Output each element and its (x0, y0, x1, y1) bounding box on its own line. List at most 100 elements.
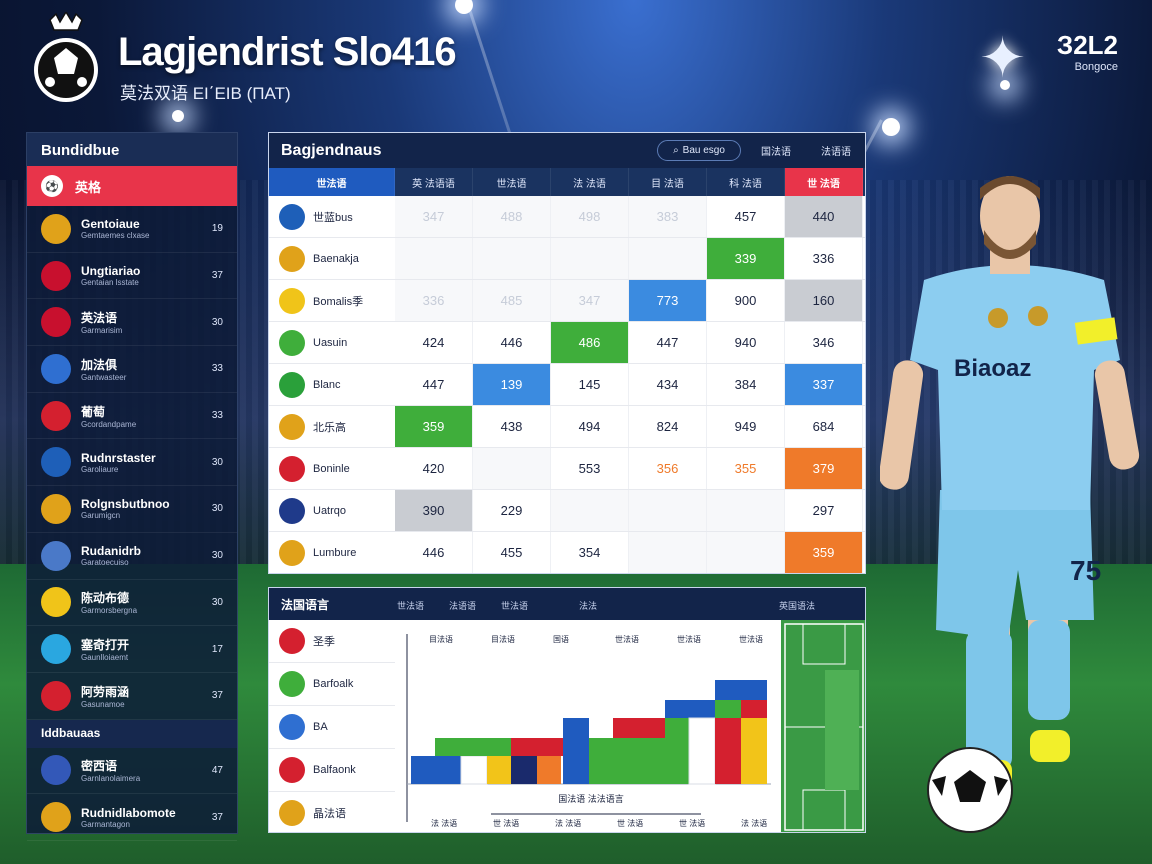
column-header[interactable]: 法 法语 (551, 168, 629, 196)
team-name: 世蓝bus (313, 211, 353, 224)
table-cell (629, 532, 707, 573)
table-cell: 347 (551, 280, 629, 321)
stadium-light (1000, 80, 1010, 90)
tab-2[interactable]: 法语语 (449, 601, 477, 611)
crest-icon (279, 539, 305, 566)
tab-5[interactable]: 英国语法 (779, 601, 816, 611)
table-cell: 949 (707, 406, 785, 447)
list-item[interactable]: Balfaonk (269, 749, 395, 792)
chart-footer-label: 法 法语 (555, 818, 581, 828)
chart-footer-label: 世 法语 (493, 818, 519, 828)
sidebar-item-active[interactable]: ⚽ 英格 (27, 166, 237, 206)
sidebar-item[interactable]: Ungtiariao Gentaian lsstate 37 (27, 253, 237, 300)
table-row[interactable]: Boninle 420 553 356 355 379 (269, 448, 865, 490)
table-cell: 485 (473, 280, 551, 321)
team-points: 37 (211, 690, 223, 702)
team-name: BA (313, 721, 328, 733)
table-cell: 684 (785, 406, 863, 447)
table-cell: 339 (707, 238, 785, 279)
table-cell: 354 (551, 532, 629, 573)
search-button[interactable]: ⌕ Bau esgo (657, 140, 741, 161)
team-name: 阿劳雨涵 (81, 684, 130, 699)
bar (665, 700, 715, 718)
tab-4[interactable]: 法法 (579, 601, 598, 611)
team-cell: Bomalis季 (269, 280, 395, 321)
team-name: 圣季 (313, 636, 335, 648)
sidebar-item[interactable]: 密西语 Garnlanolaimera 47 (27, 748, 237, 795)
sidebar-item[interactable]: 英法语 Garmarisim 30 (27, 299, 237, 347)
table-row[interactable]: Baenakja 339 336 (269, 238, 865, 280)
circle-icon (279, 371, 305, 398)
table-cell: 438 (473, 406, 551, 447)
panel-header: Bagjendnaus ⌕ Bau esgo 国法语 法语语 (269, 133, 865, 168)
team-cell: Baenakja (269, 238, 395, 279)
list-item[interactable]: 圣季 (269, 620, 395, 663)
sidebar-item-text: 葡萄 Gcordandpame (81, 403, 191, 429)
filter-button[interactable]: 国法语 (761, 147, 791, 158)
bar (487, 756, 511, 784)
ball-icon (279, 203, 305, 230)
table-row[interactable]: Uasuin 424 446 486 447 940 346 (269, 322, 865, 364)
team-subtitle: Gantwasteer (81, 372, 127, 382)
table-row[interactable]: Uatrqo 390 229 297 (269, 490, 865, 532)
team-subtitle: Gcordandpame (81, 419, 137, 429)
brand-name: З2L2 (1056, 30, 1118, 60)
search-icon: ⌕ (673, 145, 679, 156)
sort-button[interactable]: 法语语 (821, 147, 851, 158)
flag-co-icon (41, 587, 71, 618)
flag-ro-icon (279, 287, 305, 314)
column-header[interactable]: 世法语 (473, 168, 551, 196)
table-row[interactable]: 世蓝bus 347 488 498 383 457 440 (269, 196, 865, 238)
sidebar-item[interactable]: 葡萄 Gcordandpame 33 (27, 393, 237, 440)
panel-title: Bagjendnaus (281, 141, 382, 159)
team-cell: Blanc (269, 364, 395, 405)
list-item[interactable]: Barfoalk (269, 663, 395, 706)
swirl-icon (41, 353, 71, 384)
sidebar-item-text: Rudnrstaster Garoliaure (81, 451, 191, 474)
column-header[interactable]: 科 法语 (707, 168, 785, 196)
sidebar-item[interactable]: Rolgnsbutbnoo Garumigcn 30 (27, 486, 237, 533)
team-name: 陈动布德 (81, 591, 130, 606)
team-points: 30 (211, 550, 223, 562)
team-name: Rudanidrb (81, 544, 141, 559)
shield-icon (279, 628, 305, 654)
table-cell: 455 (473, 532, 551, 573)
table-row[interactable]: Blanc 447 139 145 434 384 337 (269, 364, 865, 406)
sidebar-item[interactable]: 加法俱 Gantwasteer 33 (27, 346, 237, 393)
column-header[interactable]: 目 法语 (629, 168, 707, 196)
bar (715, 718, 741, 784)
sidebar-item-text: 阿劳雨涵 Gasunamoe (81, 683, 191, 709)
column-header[interactable]: 世 法语 (785, 168, 863, 196)
table-cell: 824 (629, 406, 707, 447)
sidebar-item[interactable]: Rudanidrb Garatoecuiso 30 (27, 533, 237, 580)
tab-1[interactable]: 世法语 (397, 601, 425, 611)
bar (563, 718, 589, 784)
tab-3[interactable]: 世法语 (501, 601, 529, 611)
bar (665, 718, 689, 784)
sidebar-item-text: Ungtiariao Gentaian lsstate (81, 264, 191, 287)
chart-footer-label: 法 法语 (431, 818, 457, 828)
list-item[interactable]: 晶法语 (269, 792, 395, 832)
sidebar-item[interactable]: Gentoiaue Gemtaemes clxase 19 (27, 206, 237, 253)
shield-icon (41, 213, 71, 244)
team-name: Rolgnsbutbnoo (81, 497, 170, 512)
brand-subtitle: Bongoce (1074, 61, 1118, 73)
table-row[interactable]: 北乐高 359 438 494 824 949 684 (269, 406, 865, 448)
sidebar-item[interactable]: 塞奇打开 Gaunlloiaemt 17 (27, 626, 237, 673)
table-row[interactable]: Bomalis季 336 485 347 773 900 160 (269, 280, 865, 322)
sidebar-item[interactable]: Rudnrstaster Garoliaure 30 (27, 439, 237, 487)
sidebar-item-text: Rolgnsbutbnoo Garumigcn (81, 497, 191, 520)
team-points: 33 (211, 363, 223, 375)
table-cell (629, 490, 707, 531)
chart-top-label: 世法语 (739, 634, 763, 644)
sidebar-item[interactable]: Rudnidlabomote Garmantagon 37 (27, 794, 237, 841)
column-header[interactable]: 世法语 (269, 168, 395, 196)
list-item[interactable]: BA (269, 706, 395, 749)
table-cell: 488 (473, 196, 551, 237)
table-row[interactable]: Lumbure 446 455 354 359 (269, 532, 865, 573)
column-header[interactable]: 英 法语语 (395, 168, 473, 196)
bar (411, 756, 461, 784)
sidebar-item[interactable]: 陈动布德 Garmorsbergna 30 (27, 580, 237, 627)
bar (741, 718, 767, 784)
sidebar-item[interactable]: 阿劳雨涵 Gasunamoe 37 (27, 673, 237, 720)
